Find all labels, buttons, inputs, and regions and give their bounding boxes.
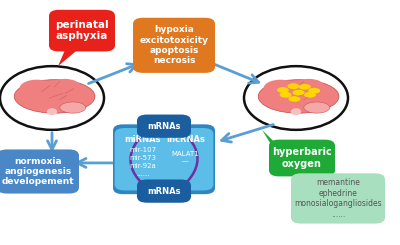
Circle shape (244, 66, 348, 130)
FancyBboxPatch shape (133, 18, 215, 73)
Text: hypoxia
excitotoxicity
apoptosis
necrosis: hypoxia excitotoxicity apoptosis necrosi… (140, 25, 208, 65)
Polygon shape (262, 130, 303, 170)
FancyBboxPatch shape (0, 149, 79, 194)
Ellipse shape (47, 108, 57, 115)
FancyBboxPatch shape (137, 115, 191, 138)
Text: MALAT1
—: MALAT1 — (172, 151, 199, 173)
Ellipse shape (304, 102, 330, 113)
Text: miRNAs: miRNAs (124, 135, 161, 144)
Ellipse shape (293, 90, 304, 96)
Ellipse shape (304, 92, 316, 98)
Ellipse shape (277, 87, 289, 93)
Ellipse shape (60, 102, 86, 113)
Ellipse shape (288, 83, 299, 89)
Text: mRNAs: mRNAs (147, 122, 181, 131)
Text: mRNAs: mRNAs (147, 187, 181, 196)
Polygon shape (58, 45, 83, 66)
Ellipse shape (288, 96, 300, 102)
FancyBboxPatch shape (269, 140, 335, 176)
Text: memantine
ephedrine
monosialogangliosides
......: memantine ephedrine monosialoganglioside… (294, 178, 382, 219)
Ellipse shape (308, 88, 320, 94)
Circle shape (0, 66, 104, 130)
Text: normoxia
angiogenesis
developement: normoxia angiogenesis developement (2, 157, 74, 186)
Text: lncRNAs: lncRNAs (166, 135, 205, 144)
Text: mir-107
mir-573
mir-92a
......: mir-107 mir-573 mir-92a ...... (129, 147, 156, 177)
Ellipse shape (280, 92, 292, 98)
Ellipse shape (50, 79, 80, 95)
Text: perinatal
asphyxia: perinatal asphyxia (55, 20, 109, 41)
FancyBboxPatch shape (113, 124, 215, 194)
Ellipse shape (20, 80, 53, 97)
Ellipse shape (14, 80, 95, 113)
FancyBboxPatch shape (114, 128, 171, 191)
Ellipse shape (299, 84, 311, 90)
Ellipse shape (291, 108, 301, 115)
Ellipse shape (264, 80, 297, 97)
FancyBboxPatch shape (291, 173, 385, 223)
Ellipse shape (258, 80, 339, 113)
FancyBboxPatch shape (49, 10, 115, 51)
FancyBboxPatch shape (137, 179, 191, 203)
FancyBboxPatch shape (157, 128, 214, 191)
Text: hyperbaric
oxygen: hyperbaric oxygen (272, 147, 332, 169)
Ellipse shape (293, 79, 325, 95)
